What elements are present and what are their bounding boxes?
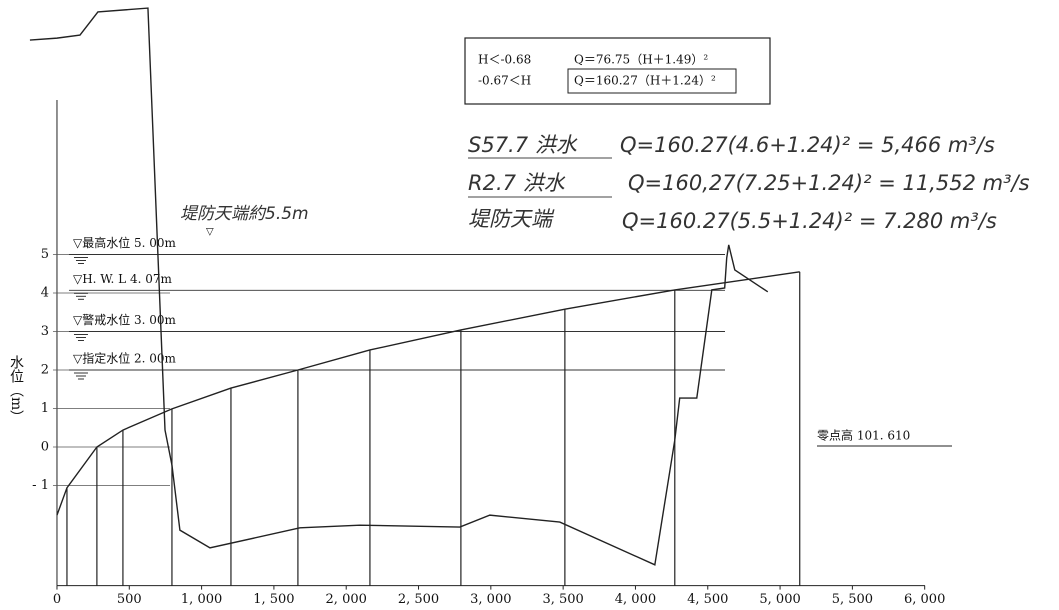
formula-highlight xyxy=(567,68,737,94)
handwritten-calc: Q=160,27(7.25+1.24)² = 11,552 m³/s xyxy=(628,171,1030,195)
x-tick-label: 5, 000 xyxy=(759,592,800,607)
formula-box xyxy=(464,37,771,105)
water-level-label: ▽H. W. L 4. 07m xyxy=(73,272,173,286)
y-tick-label: 2 xyxy=(41,363,49,378)
handwritten-event: 堤防天端 xyxy=(468,207,555,231)
handwritten-event: R2.7 洪水 xyxy=(468,171,566,195)
dike-marker: ▽ xyxy=(206,227,214,238)
y-axis-label: 水位（m） xyxy=(8,355,24,424)
x-tick-label: 2, 500 xyxy=(398,592,439,607)
handwritten-event: S57.7 洪水 xyxy=(468,133,578,157)
handwritten-calc: Q=160.27(4.6+1.24)² = 5,466 m³/s xyxy=(620,133,995,157)
x-tick-label: 5, 500 xyxy=(832,592,873,607)
x-tick-label: 6, 000 xyxy=(904,592,945,607)
x-tick-label: 3, 000 xyxy=(470,592,511,607)
y-tick-label: 0 xyxy=(41,440,49,455)
series-line xyxy=(29,7,769,566)
x-tick-label: 500 xyxy=(117,592,142,607)
water-level-label: ▽最高水位 5. 00m xyxy=(73,235,177,250)
zero-point: 零点高 101. 610 xyxy=(817,428,910,443)
x-tick-label: 1, 000 xyxy=(181,592,222,607)
handwritten-calc: Q=160.27(5.5+1.24)² = 7.280 m³/s xyxy=(622,209,997,233)
y-tick-label: 3 xyxy=(41,324,49,339)
y-tick-label: - 1 xyxy=(32,478,49,493)
x-tick-label: 0 xyxy=(53,592,61,607)
water-level-label: ▽警戒水位 3. 00m xyxy=(73,312,177,327)
x-tick-label: 4, 000 xyxy=(615,592,656,607)
formula-range: H＜-0.68 xyxy=(478,53,531,67)
x-tick-label: 2, 000 xyxy=(326,592,367,607)
formula: Q＝160.27（H＋1.24）² xyxy=(574,74,716,88)
x-tick-label: 3, 500 xyxy=(542,592,583,607)
x-tick-label: 4, 500 xyxy=(687,592,728,607)
y-tick-label: 5 xyxy=(41,247,49,262)
formula-range: -0.67＜H xyxy=(478,74,531,88)
dike-note: 堤防天端約5.5m xyxy=(180,204,309,224)
water-level-label: ▽指定水位 2. 00m xyxy=(73,351,177,366)
series-line xyxy=(56,271,800,516)
y-tick-label: 4 xyxy=(41,286,49,301)
y-tick-label: 1 xyxy=(41,401,49,416)
formula: Q＝76.75（H＋1.49）² xyxy=(574,53,708,67)
x-tick-label: 1, 500 xyxy=(253,592,294,607)
